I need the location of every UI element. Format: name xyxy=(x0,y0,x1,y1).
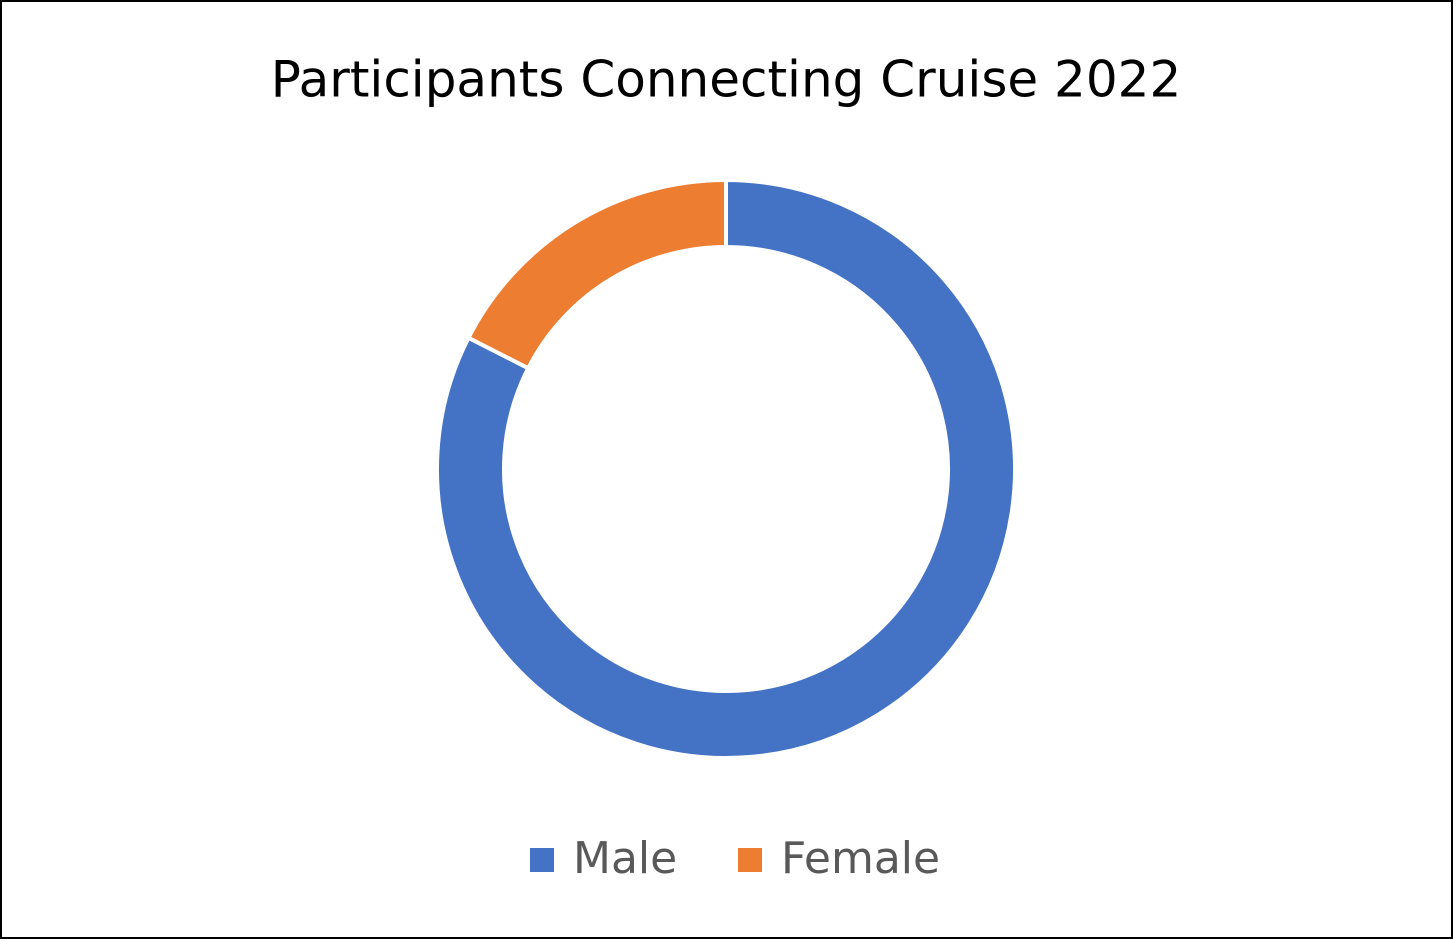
legend-label: Female xyxy=(781,833,940,884)
legend-swatch xyxy=(530,848,554,872)
donut-segment xyxy=(465,177,728,371)
donut-segment xyxy=(435,177,1017,760)
chart-title: Participants Connecting Cruise 2022 xyxy=(271,51,1182,109)
legend-label: Male xyxy=(573,833,677,884)
legend-swatch xyxy=(738,848,762,872)
